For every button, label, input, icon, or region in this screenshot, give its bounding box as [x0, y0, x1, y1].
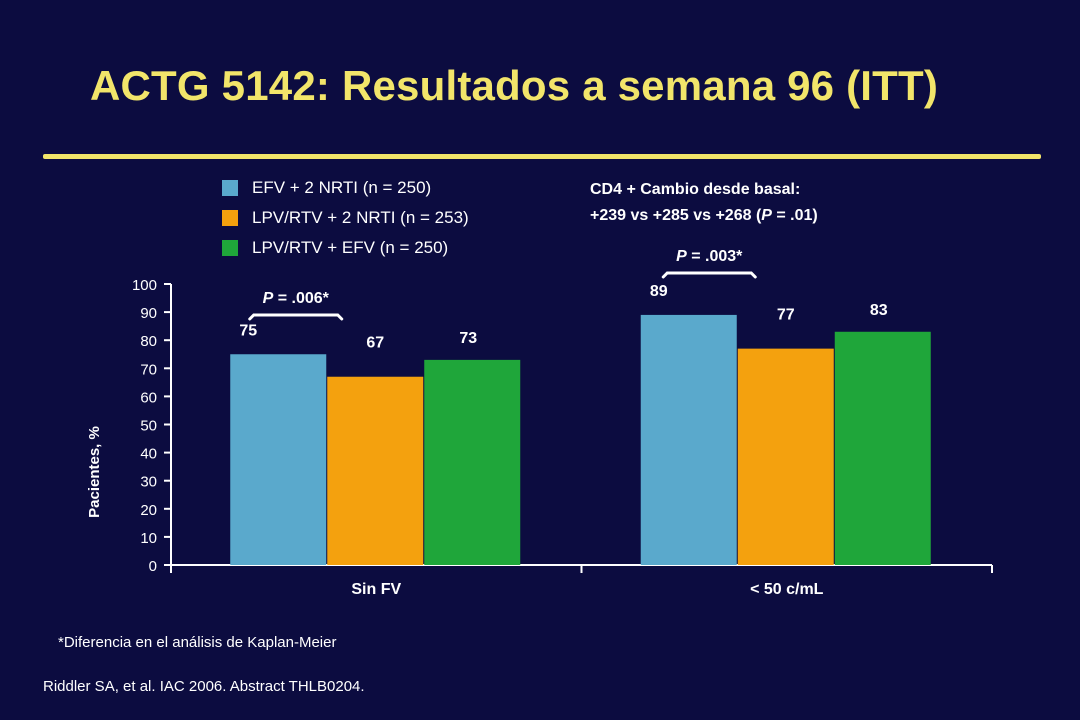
legend-swatch-lpv-nrti	[222, 210, 238, 226]
y-tick-label: 20	[140, 502, 157, 519]
y-tick-label: 0	[149, 558, 157, 575]
cd4-note-prefix: +239 vs +285 vs +268 (	[590, 207, 762, 224]
bar	[230, 354, 327, 565]
cd4-note-line1: CD4 + Cambio desde basal:	[590, 181, 801, 198]
legend-item-lpv-nrti: LPV/RTV + 2 NRTI (n = 253)	[222, 208, 469, 228]
p-value-text: = .003*	[687, 248, 743, 265]
y-tick-label: 60	[140, 389, 157, 406]
y-tick-label: 100	[132, 277, 157, 294]
bar-value-label: 89	[650, 283, 668, 300]
p-value-p: P	[263, 290, 274, 307]
legend-item-lpv-efv: LPV/RTV + EFV (n = 250)	[222, 238, 469, 258]
p-value-text: = .006*	[273, 290, 329, 307]
bar	[834, 331, 931, 565]
legend-swatch-lpv-efv	[222, 240, 238, 256]
legend-item-efv: EFV + 2 NRTI (n = 250)	[222, 178, 469, 198]
cd4-note-line2: +239 vs +285 vs +268 (P = .01)	[590, 203, 818, 229]
x-category-label: < 50 c/mL	[750, 581, 824, 598]
bar	[327, 376, 424, 565]
bar-value-label: 67	[366, 335, 384, 352]
p-value-p: P	[676, 248, 687, 265]
footnote: *Diferencia en el análisis de Kaplan-Mei…	[58, 634, 337, 651]
y-tick-label: 30	[140, 474, 157, 491]
bar-value-label: 75	[239, 322, 257, 339]
bar	[640, 314, 737, 565]
y-axis-title: Pacientes, %	[86, 426, 103, 518]
y-tick-label: 70	[140, 361, 157, 378]
p-value-bracket	[248, 313, 344, 321]
bar	[737, 348, 834, 565]
chart-legend: EFV + 2 NRTI (n = 250) LPV/RTV + 2 NRTI …	[222, 178, 469, 268]
y-tick-label: 80	[140, 333, 157, 350]
p-value-bracket	[661, 271, 757, 279]
cd4-change-note: CD4 + Cambio desde basal: +239 vs +285 v…	[590, 177, 818, 229]
legend-label-lpv-nrti: LPV/RTV + 2 NRTI (n = 253)	[252, 208, 469, 227]
p-value-annotation: P = .003*	[676, 248, 743, 265]
bar-value-label: 73	[459, 330, 477, 347]
legend-label-lpv-efv: LPV/RTV + EFV (n = 250)	[252, 238, 449, 257]
slide-title: ACTG 5142: Resultados a semana 96 (ITT)	[90, 62, 939, 109]
y-tick-label: 10	[140, 530, 157, 547]
bar-value-label: 83	[870, 302, 888, 319]
x-category-label: Sin FV	[351, 581, 401, 598]
title-underline	[43, 154, 1041, 159]
legend-swatch-efv	[222, 180, 238, 196]
y-tick-label: 40	[140, 446, 157, 463]
cd4-note-suffix: = .01)	[771, 207, 818, 224]
citation: Riddler SA, et al. IAC 2006. Abstract TH…	[43, 678, 365, 695]
y-tick-label: 50	[140, 418, 157, 435]
y-tick-label: 90	[140, 305, 157, 322]
bar-value-label: 77	[777, 307, 795, 324]
cd4-note-p: P	[761, 207, 772, 224]
legend-label-efv: EFV + 2 NRTI (n = 250)	[252, 178, 432, 197]
bar	[424, 359, 521, 565]
p-value-annotation: P = .006*	[263, 290, 330, 307]
